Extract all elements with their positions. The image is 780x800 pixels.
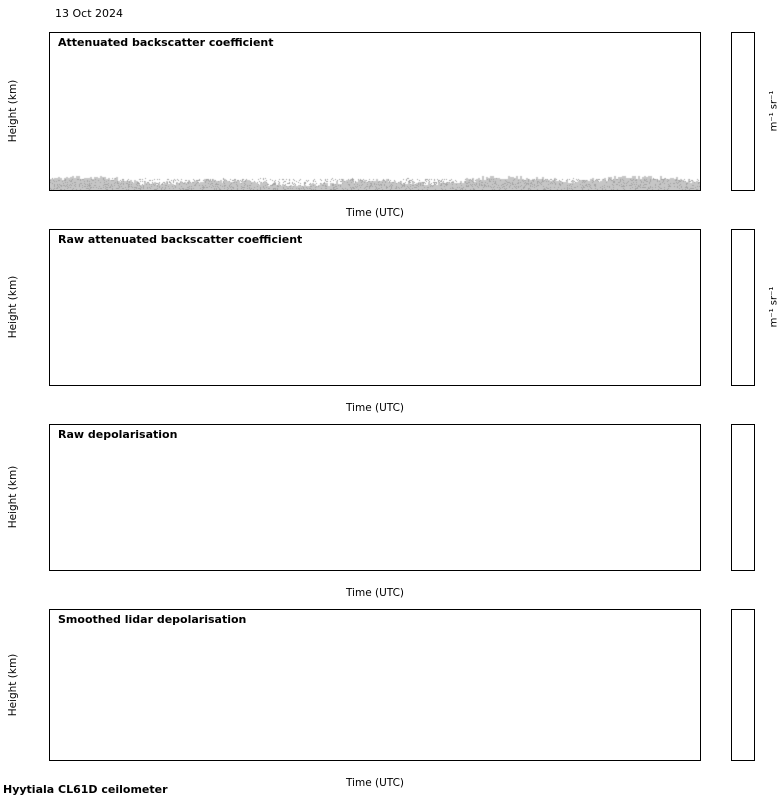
colorbar bbox=[731, 32, 755, 191]
x-tick-labels bbox=[50, 573, 700, 585]
x-axis-label: Time (UTC) bbox=[345, 777, 405, 789]
heatmap-canvas bbox=[49, 424, 701, 571]
heatmap-canvas bbox=[49, 609, 701, 761]
y-axis-label: Height (km) bbox=[7, 79, 19, 143]
panel-title: Raw depolarisation bbox=[58, 428, 178, 441]
y-axis-label: Height (km) bbox=[7, 465, 19, 529]
heatmap-canvas bbox=[49, 229, 701, 386]
x-tick-labels bbox=[50, 763, 700, 775]
x-axis-label: Time (UTC) bbox=[345, 402, 405, 414]
panel-title: Smoothed lidar depolarisation bbox=[58, 613, 247, 626]
y-axis-label: Height (km) bbox=[7, 653, 19, 717]
plot-area: Smoothed lidar depolarisation bbox=[49, 609, 701, 761]
panel-title: Attenuated backscatter coefficient bbox=[58, 36, 274, 49]
colorbar bbox=[731, 609, 755, 761]
instrument-label: Hyytiala CL61D ceilometer bbox=[3, 783, 168, 796]
plot-area: Attenuated backscatter coefficient bbox=[49, 32, 701, 191]
plot-area: Raw depolarisation bbox=[49, 424, 701, 571]
colorbar bbox=[731, 229, 755, 386]
heatmap-canvas bbox=[49, 32, 701, 191]
x-tick-labels bbox=[50, 193, 700, 205]
colorbar bbox=[731, 424, 755, 571]
x-tick-labels bbox=[50, 388, 700, 400]
x-axis-label: Time (UTC) bbox=[345, 207, 405, 219]
y-axis-label: Height (km) bbox=[7, 275, 19, 339]
plot-area: Raw attenuated backscatter coefficient bbox=[49, 229, 701, 386]
x-axis-label: Time (UTC) bbox=[345, 587, 405, 599]
colorbar-unit-label: m⁻¹ sr⁻¹ bbox=[768, 90, 780, 132]
colorbar-unit-label: m⁻¹ sr⁻¹ bbox=[768, 286, 780, 328]
date-label: 13 Oct 2024 bbox=[55, 7, 124, 20]
panel-title: Raw attenuated backscatter coefficient bbox=[58, 233, 303, 246]
